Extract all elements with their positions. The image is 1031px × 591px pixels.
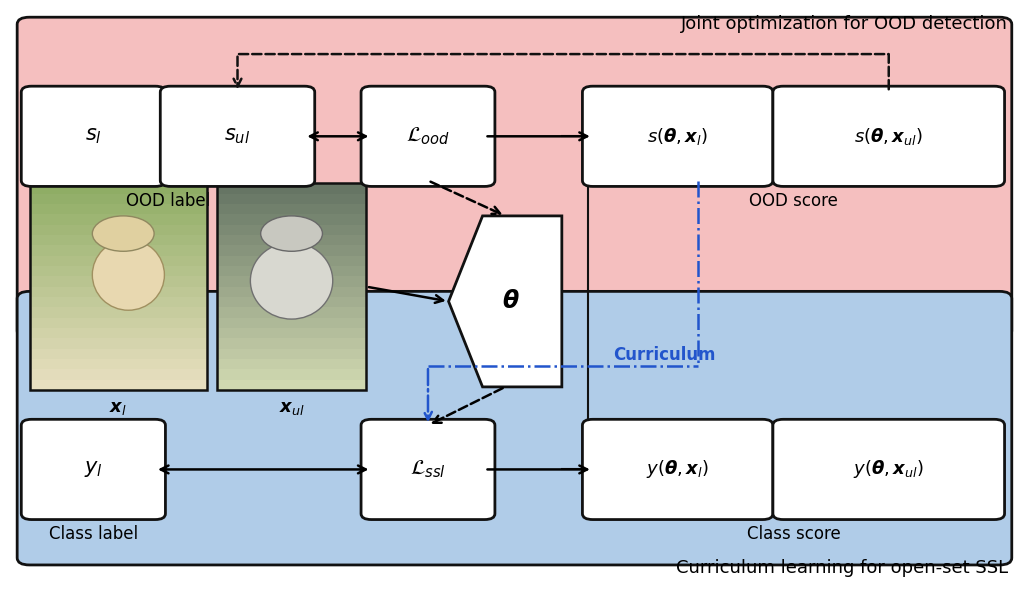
Bar: [30, 276, 206, 287]
Bar: [217, 317, 366, 328]
Bar: [217, 337, 366, 349]
Bar: [217, 358, 366, 369]
FancyBboxPatch shape: [361, 420, 495, 519]
Bar: [217, 183, 366, 194]
Bar: [217, 255, 366, 266]
Bar: [30, 193, 206, 204]
Bar: [217, 369, 366, 379]
Text: Joint optimization for OOD detection: Joint optimization for OOD detection: [680, 15, 1007, 34]
Bar: [30, 337, 206, 349]
Bar: [30, 245, 206, 256]
Bar: [217, 296, 366, 307]
Bar: [30, 203, 206, 215]
Bar: [30, 296, 206, 307]
Text: OOD label: OOD label: [126, 192, 210, 210]
Bar: [30, 235, 206, 245]
Circle shape: [93, 216, 154, 251]
Bar: [217, 307, 366, 317]
Text: Curriculum: Curriculum: [613, 346, 716, 363]
FancyBboxPatch shape: [18, 291, 1011, 565]
Bar: [217, 265, 366, 277]
Text: $y(\boldsymbol{\theta},\boldsymbol{x}_l)$: $y(\boldsymbol{\theta},\boldsymbol{x}_l)…: [646, 459, 709, 480]
FancyBboxPatch shape: [583, 86, 773, 186]
Bar: [30, 255, 206, 266]
Bar: [30, 358, 206, 369]
Text: Curriculum learning for open-set SSL: Curriculum learning for open-set SSL: [675, 559, 1007, 577]
Bar: [30, 286, 206, 297]
Text: $\mathcal{L}_{ssl}$: $\mathcal{L}_{ssl}$: [410, 459, 446, 480]
Bar: [217, 235, 366, 245]
Bar: [217, 245, 366, 256]
Bar: [30, 183, 206, 194]
Text: OOD score: OOD score: [750, 192, 838, 210]
FancyBboxPatch shape: [773, 86, 1004, 186]
Text: $\boldsymbol{\theta}$: $\boldsymbol{\theta}$: [501, 290, 520, 313]
Text: $\boldsymbol{x}_{ul}$: $\boldsymbol{x}_{ul}$: [278, 399, 304, 417]
Bar: [30, 317, 206, 328]
Bar: [30, 379, 206, 390]
Text: Class label: Class label: [48, 525, 138, 544]
Text: $s(\boldsymbol{\theta},\boldsymbol{x}_{ul})$: $s(\boldsymbol{\theta},\boldsymbol{x}_{u…: [854, 126, 924, 147]
Text: $y(\boldsymbol{\theta},\boldsymbol{x}_{ul})$: $y(\boldsymbol{\theta},\boldsymbol{x}_{u…: [854, 459, 924, 480]
Text: $y_l$: $y_l$: [84, 459, 103, 479]
Bar: [30, 369, 206, 379]
Ellipse shape: [251, 242, 333, 319]
Text: $s_l$: $s_l$: [85, 126, 102, 147]
Bar: [217, 348, 366, 359]
Bar: [30, 214, 206, 225]
Circle shape: [261, 216, 323, 251]
Bar: [30, 327, 206, 338]
Polygon shape: [448, 216, 562, 387]
FancyBboxPatch shape: [22, 420, 165, 519]
FancyBboxPatch shape: [160, 86, 314, 186]
Bar: [217, 193, 366, 204]
Bar: [217, 214, 366, 225]
Bar: [217, 286, 366, 297]
FancyBboxPatch shape: [773, 420, 1004, 519]
Bar: [30, 265, 206, 277]
Bar: [217, 327, 366, 338]
FancyBboxPatch shape: [18, 17, 1011, 338]
Text: $s(\boldsymbol{\theta},\boldsymbol{x}_l)$: $s(\boldsymbol{\theta},\boldsymbol{x}_l)…: [647, 126, 708, 147]
Bar: [217, 203, 366, 215]
Ellipse shape: [93, 239, 164, 310]
Bar: [217, 379, 366, 390]
Bar: [30, 348, 206, 359]
Bar: [30, 224, 206, 235]
FancyBboxPatch shape: [583, 420, 773, 519]
FancyBboxPatch shape: [361, 86, 495, 186]
Bar: [217, 276, 366, 287]
Bar: [217, 224, 366, 235]
Text: $\boldsymbol{x}_l$: $\boldsymbol{x}_l$: [109, 399, 127, 417]
Text: Class score: Class score: [746, 525, 840, 544]
Text: $s_{ul}$: $s_{ul}$: [225, 126, 251, 147]
Bar: [30, 307, 206, 317]
FancyBboxPatch shape: [22, 86, 165, 186]
Text: $\mathcal{L}_{ood}$: $\mathcal{L}_{ood}$: [406, 125, 450, 147]
